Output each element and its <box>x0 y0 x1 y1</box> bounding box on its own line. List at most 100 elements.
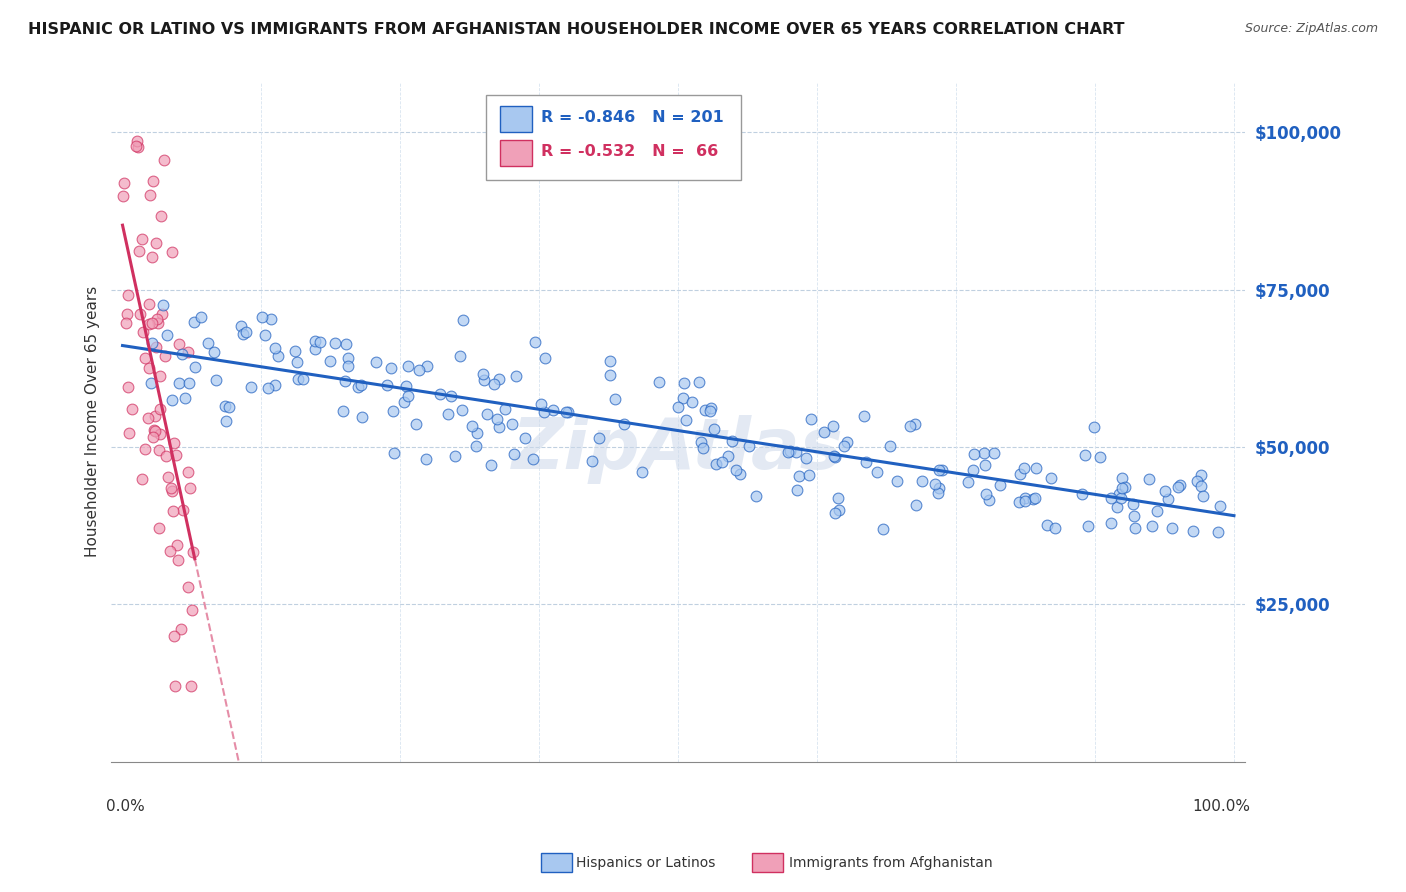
FancyBboxPatch shape <box>501 105 531 131</box>
Point <box>488 420 510 434</box>
Point <box>1083 419 1105 434</box>
Point <box>215 415 238 429</box>
Point <box>364 354 387 368</box>
Point <box>319 353 342 368</box>
Point <box>141 250 163 264</box>
Point <box>745 489 768 503</box>
Point <box>513 431 536 445</box>
Point <box>1189 468 1212 483</box>
Point <box>180 603 202 617</box>
Point <box>928 463 950 477</box>
Point <box>112 177 135 191</box>
Point <box>143 423 166 437</box>
Y-axis label: Householder Income Over 65 years: Householder Income Over 65 years <box>86 286 100 558</box>
Point <box>479 458 502 472</box>
Point <box>184 359 207 374</box>
Point <box>139 376 162 391</box>
Point <box>1036 518 1059 533</box>
Point <box>149 368 172 383</box>
Point <box>172 502 194 516</box>
Point <box>131 472 153 486</box>
Point <box>146 317 169 331</box>
Point <box>183 316 205 330</box>
Point <box>179 481 201 495</box>
Point <box>190 310 212 324</box>
Point <box>671 391 693 405</box>
Point <box>557 405 579 419</box>
Point <box>1099 516 1122 531</box>
Point <box>180 679 202 693</box>
Point <box>1024 491 1046 505</box>
Text: ZipAtlas: ZipAtlas <box>512 415 844 483</box>
Point <box>1123 508 1146 523</box>
Point <box>252 310 274 325</box>
Point <box>710 455 733 469</box>
Point <box>115 316 138 330</box>
Point <box>172 347 194 361</box>
Point <box>396 389 419 403</box>
Point <box>692 441 714 455</box>
Point <box>675 413 697 427</box>
Point <box>177 465 200 479</box>
Point <box>1111 481 1133 495</box>
Point <box>382 404 405 418</box>
Point <box>837 435 859 450</box>
Point <box>1189 479 1212 493</box>
Point <box>1114 480 1136 494</box>
Point <box>1157 492 1180 507</box>
Point <box>166 538 188 552</box>
Point <box>797 468 820 483</box>
Point <box>214 399 236 413</box>
Point <box>824 450 846 464</box>
Point <box>605 392 627 407</box>
Point <box>785 445 807 459</box>
Point <box>197 335 219 350</box>
Point <box>988 477 1011 491</box>
Point <box>395 379 418 393</box>
Point <box>666 400 689 414</box>
Point <box>588 431 610 445</box>
Point <box>127 134 149 148</box>
Point <box>581 454 603 468</box>
Point <box>451 313 474 327</box>
Point <box>823 419 845 434</box>
Point <box>855 455 877 469</box>
Point <box>287 372 309 386</box>
Point <box>138 297 160 311</box>
Point <box>165 448 187 462</box>
Point <box>156 328 179 343</box>
Point <box>142 430 165 444</box>
Point <box>931 462 953 476</box>
Point <box>121 401 143 416</box>
Point <box>264 341 287 355</box>
Point <box>488 371 510 385</box>
Point <box>973 445 995 459</box>
Point <box>472 373 495 387</box>
Point <box>139 188 162 202</box>
Point <box>396 359 419 373</box>
Point <box>1071 486 1094 500</box>
Point <box>304 334 326 348</box>
Point <box>522 451 544 466</box>
Point <box>1182 524 1205 539</box>
Point <box>1025 461 1047 475</box>
Point <box>148 442 170 457</box>
Point <box>813 425 835 439</box>
Point <box>174 391 197 405</box>
Point <box>973 458 995 472</box>
Point <box>138 317 160 331</box>
Point <box>534 351 557 365</box>
Point <box>124 139 146 153</box>
Point <box>928 481 950 495</box>
Point <box>779 443 801 458</box>
Point <box>927 485 949 500</box>
Point <box>163 679 186 693</box>
Point <box>177 580 200 594</box>
Point <box>703 422 725 436</box>
Point <box>218 400 240 414</box>
Point <box>1168 478 1191 492</box>
Point <box>1010 467 1032 482</box>
Point <box>449 349 471 363</box>
Point <box>138 360 160 375</box>
Point <box>717 449 740 463</box>
